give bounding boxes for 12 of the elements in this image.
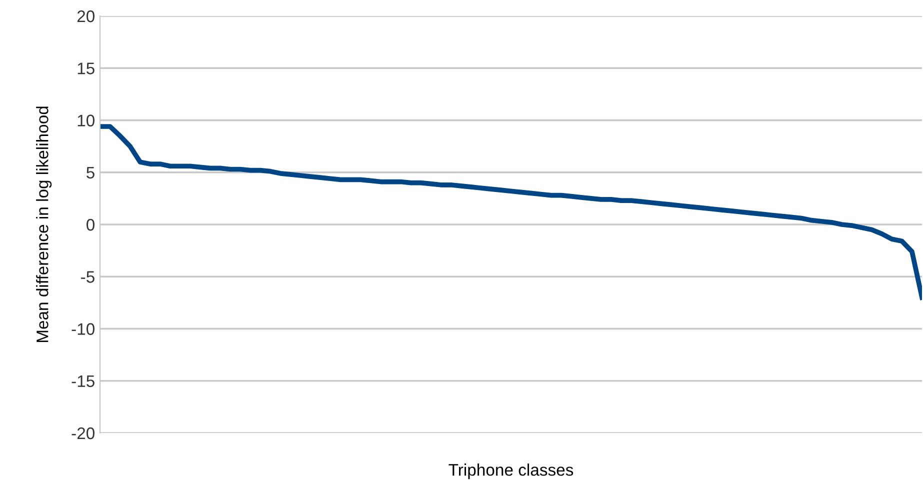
x-axis-title: Triphone classes — [448, 464, 574, 480]
y-tick-label: -15 — [72, 375, 94, 388]
line-series — [100, 124, 922, 300]
y-tick-label: 20 — [77, 10, 94, 22]
y-tick-label: 0 — [86, 218, 94, 231]
y-tick-label: -10 — [72, 323, 94, 335]
y-tick-label: 10 — [78, 114, 94, 126]
y-axis-title: Mean difference in log likelihood — [36, 106, 52, 342]
y-tick-label: -20 — [72, 427, 94, 440]
y-tick-label: 5 — [86, 166, 94, 179]
y-tick-label: 15 — [78, 62, 94, 74]
y-tick-label: -5 — [81, 271, 94, 283]
